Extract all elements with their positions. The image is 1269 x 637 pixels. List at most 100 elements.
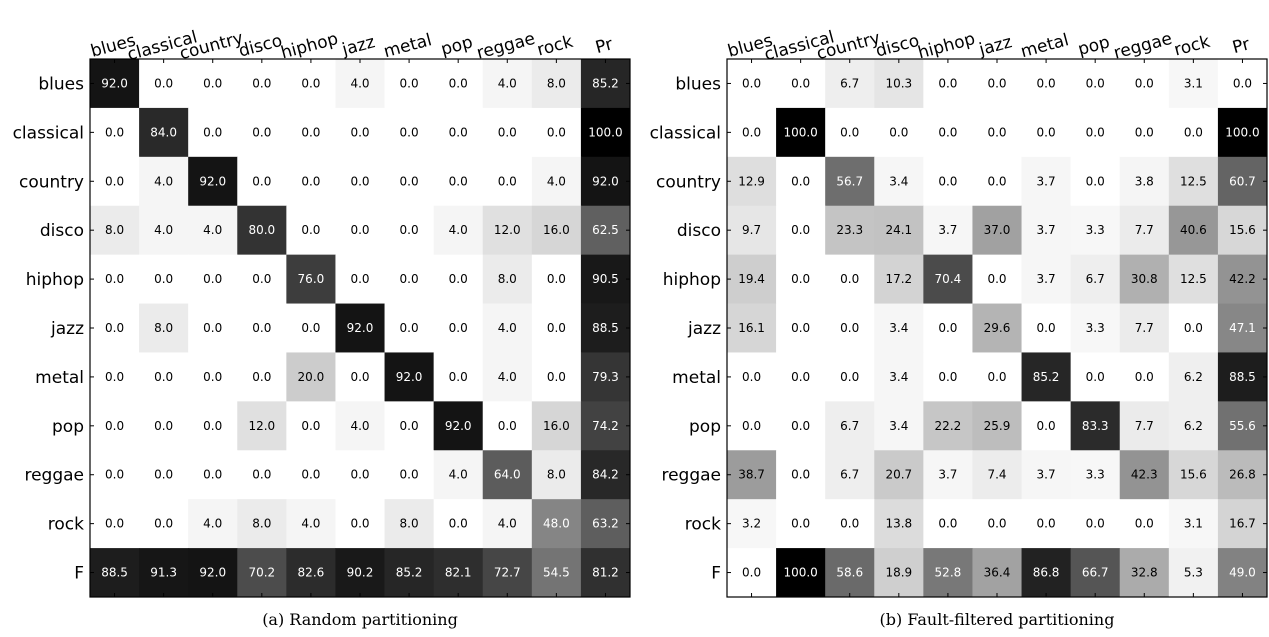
cell-value-label: 0.0 [203, 370, 222, 384]
heatmap-cell [286, 303, 336, 353]
cell-value-label: 0.0 [350, 468, 369, 482]
cell-value-label: 0.0 [252, 174, 271, 188]
row-label: metal [672, 368, 721, 388]
cell-value-label: 4.0 [498, 370, 517, 384]
heatmap-cell [482, 352, 533, 402]
heatmap-cell [776, 59, 826, 109]
heatmap-cell [1168, 401, 1219, 451]
cell-value-label: 8.0 [252, 517, 271, 531]
heatmap-cell [335, 156, 385, 207]
heatmap-cell [188, 107, 238, 158]
cell-value-label: 4.0 [498, 517, 517, 531]
heatmap-cell [188, 352, 238, 402]
cell-value-label: 0.0 [203, 419, 222, 433]
heatmap-cell [531, 205, 582, 256]
row-label: F [711, 564, 721, 584]
cell-value-label: 0.0 [938, 517, 957, 531]
heatmap-cell [384, 59, 435, 109]
row-label: hiphop [663, 270, 721, 290]
cell-value-label: 0.0 [154, 517, 173, 531]
heatmap-cell [776, 156, 826, 207]
heatmap-cell [874, 107, 924, 158]
cell-value-label: 0.0 [301, 321, 320, 335]
cell-value-label: 0.0 [1086, 370, 1105, 384]
heatmap-cell [1070, 59, 1121, 109]
cell-value-label: 100.0 [1225, 125, 1259, 139]
heatmap-cell [727, 401, 777, 451]
heatmap-cell [1168, 205, 1219, 256]
cell-value-label: 4.0 [301, 517, 320, 531]
cell-value-label: 74.2 [592, 419, 619, 433]
heatmap-cell [237, 450, 287, 500]
heatmap-cell [139, 254, 189, 304]
cell-value-label: 0.0 [742, 125, 761, 139]
heatmap-cell [923, 401, 973, 451]
heatmap-cell [482, 156, 533, 207]
cell-value-label: 0.0 [1086, 76, 1105, 90]
heatmap-cell [1168, 450, 1219, 500]
heatmap-cell [237, 156, 287, 207]
cell-value-label: 0.0 [1135, 370, 1154, 384]
cell-value-label: 82.6 [298, 566, 325, 580]
cell-value-label: 0.0 [840, 272, 859, 286]
cell-value-label: 13.8 [885, 517, 912, 531]
heatmap-cell [1070, 548, 1121, 598]
heatmap-cell [188, 156, 238, 207]
heatmap-cell [482, 254, 533, 304]
heatmap-cell [874, 352, 924, 402]
heatmap-cell [776, 548, 826, 598]
heatmap-cell [90, 401, 140, 451]
cell-value-label: 0.0 [1086, 174, 1105, 188]
heatmap-cell [90, 303, 140, 353]
heatmap-cell [188, 401, 238, 451]
cell-value-label: 0.0 [400, 223, 419, 237]
cell-value-label: 0.0 [547, 370, 566, 384]
heatmap-cell [286, 499, 336, 549]
cell-value-label: 0.0 [547, 321, 566, 335]
heatmap-cell [1217, 59, 1268, 109]
cell-value-label: 0.0 [1135, 76, 1154, 90]
cell-value-label: 0.0 [987, 174, 1006, 188]
cell-value-label: 0.0 [154, 468, 173, 482]
heatmap-cell [874, 254, 924, 304]
cell-value-label: 0.0 [987, 370, 1006, 384]
cell-value-label: 0.0 [350, 370, 369, 384]
cell-value-label: 0.0 [400, 321, 419, 335]
cell-value-label: 0.0 [547, 125, 566, 139]
heatmap-cell [1217, 352, 1268, 402]
cell-value-label: 10.3 [885, 76, 912, 90]
heatmap-cell [1021, 548, 1072, 598]
heatmap-cell [727, 205, 777, 256]
column-label: Pr [1230, 34, 1252, 58]
heatmap-cell [139, 156, 189, 207]
heatmap-cell [188, 254, 238, 304]
heatmap-cell [237, 401, 287, 451]
cell-value-label: 4.0 [449, 468, 468, 482]
cell-value-label: 12.9 [738, 174, 765, 188]
heatmap-cell [874, 548, 924, 598]
heatmap-cell [433, 303, 484, 353]
cell-value-label: 16.1 [738, 321, 765, 335]
heatmap-cell [1217, 205, 1268, 256]
heatmap-cell [580, 548, 631, 598]
cell-value-label: 3.7 [1037, 468, 1056, 482]
heatmap-cell [776, 499, 826, 549]
heatmap-cell [531, 303, 582, 353]
cell-value-label: 0.0 [938, 370, 957, 384]
cell-value-label: 0.0 [547, 272, 566, 286]
heatmap-cell [237, 303, 287, 353]
cell-value-label: 0.0 [742, 76, 761, 90]
heatmap-cell [335, 401, 385, 451]
cell-value-label: 0.0 [791, 76, 810, 90]
heatmap-cell [1021, 205, 1072, 256]
heatmap-cell [972, 499, 1022, 549]
column-label: reggae [475, 29, 538, 64]
cell-value-label: 62.5 [592, 223, 619, 237]
cell-value-label: 7.4 [987, 468, 1006, 482]
cell-value-label: 16.0 [543, 223, 570, 237]
heatmap-cell [433, 401, 484, 451]
column-label: reggae [1112, 29, 1175, 64]
heatmap-cell [776, 450, 826, 500]
heatmap-cell [139, 499, 189, 549]
heatmap-cell [1217, 254, 1268, 304]
